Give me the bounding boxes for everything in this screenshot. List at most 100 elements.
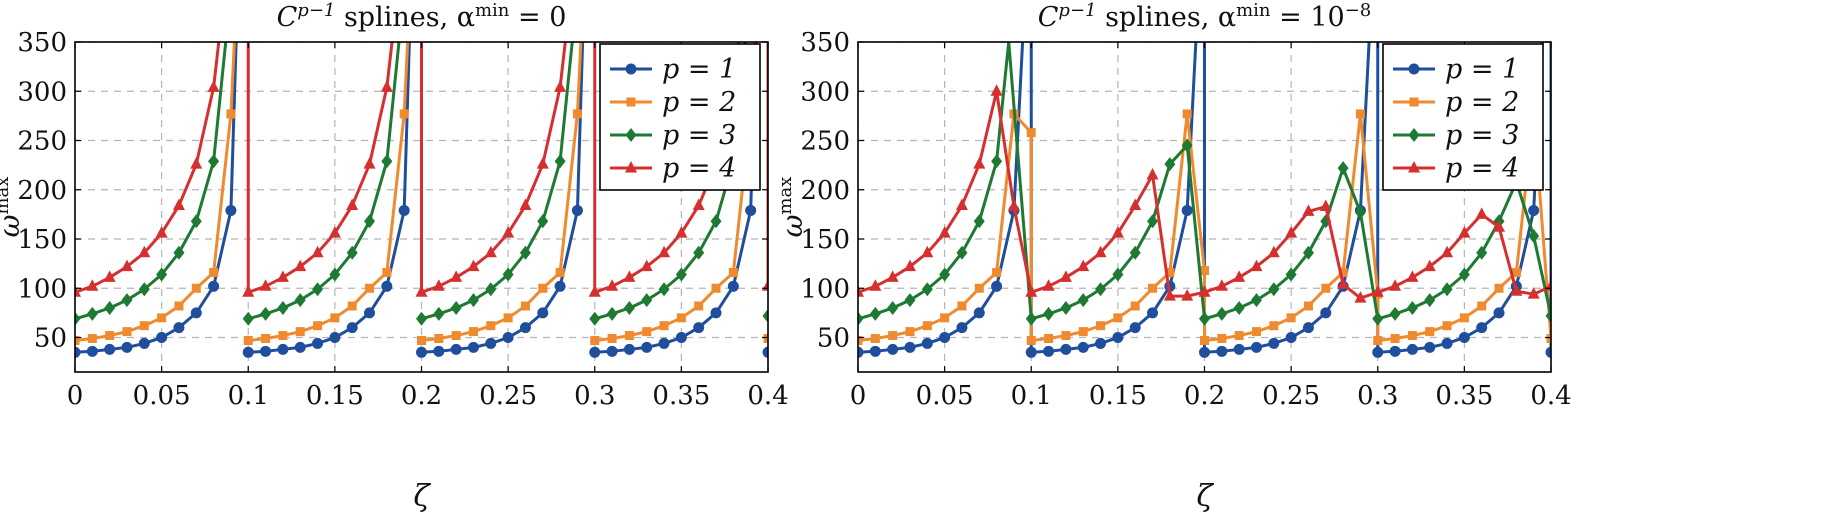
data-point — [486, 321, 496, 331]
x-tick-label: 0.05 — [916, 381, 974, 411]
data-point — [208, 154, 220, 169]
data-point — [991, 154, 1003, 169]
x-tick-label: 0.05 — [133, 381, 191, 411]
data-point — [1477, 301, 1487, 311]
data-point — [538, 283, 548, 293]
data-point — [992, 268, 1002, 278]
data-point — [1494, 283, 1504, 293]
data-point — [1441, 337, 1453, 349]
data-point — [1424, 341, 1436, 353]
legend-marker — [1409, 97, 1419, 107]
data-point — [190, 214, 202, 229]
data-point — [467, 259, 480, 272]
data-point — [156, 267, 168, 282]
data-point — [694, 301, 704, 311]
data-point — [1510, 284, 1523, 296]
data-point — [921, 282, 933, 297]
data-point — [858, 335, 863, 345]
left-chart: 0 0.05 0.1 0.15 0.2 0.25 0.3 0.35 0.4 50 100 150 200… — [0, 0, 789, 514]
data-point — [260, 306, 272, 321]
data-point — [1442, 321, 1452, 331]
data-point — [1285, 267, 1297, 282]
data-point — [485, 337, 497, 349]
data-point — [261, 334, 271, 344]
data-point — [1423, 259, 1436, 272]
title-part: −8 — [1345, 0, 1372, 21]
data-point — [973, 157, 986, 169]
data-point — [554, 280, 566, 292]
data-point — [330, 313, 340, 323]
data-point — [433, 345, 445, 357]
data-point — [745, 204, 757, 216]
data-point — [1285, 332, 1297, 344]
data-point — [294, 259, 307, 272]
data-point — [1181, 289, 1194, 301]
data-point — [75, 346, 81, 358]
data-point — [1250, 341, 1262, 353]
data-point — [346, 198, 359, 211]
data-point — [138, 337, 150, 349]
legend-marker — [1408, 161, 1420, 173]
data-point — [1302, 322, 1314, 334]
data-point — [1217, 334, 1227, 344]
data-point — [1164, 157, 1176, 172]
data-point — [312, 282, 324, 297]
data-point — [417, 335, 426, 345]
title-part: min — [475, 0, 510, 21]
data-point — [191, 283, 201, 293]
data-point — [172, 198, 185, 211]
legend-label: p = 1 — [1445, 54, 1519, 85]
legend-entry: p = 4 — [1393, 153, 1519, 184]
data-point — [641, 341, 653, 353]
data-point — [1527, 287, 1540, 299]
data-point — [1233, 343, 1245, 355]
data-point — [416, 311, 427, 326]
data-point — [762, 308, 768, 323]
data-point — [311, 245, 324, 258]
data-point — [520, 301, 530, 311]
ylabel-part: ω — [0, 214, 26, 237]
data-point — [86, 345, 98, 357]
data-point — [103, 270, 116, 282]
data-point — [1061, 331, 1071, 341]
data-point — [658, 282, 670, 297]
data-point — [990, 84, 1003, 96]
data-point — [1129, 322, 1141, 334]
data-point — [138, 282, 150, 297]
data-point — [1371, 285, 1384, 297]
data-point — [1042, 279, 1055, 291]
data-point — [762, 346, 768, 358]
data-point — [536, 157, 549, 169]
legend: p = 1p = 2p = 3p = 4 — [599, 43, 761, 191]
data-point — [1147, 214, 1159, 229]
data-point — [104, 343, 116, 355]
data-point — [1198, 285, 1211, 297]
data-point — [365, 283, 375, 293]
title-part: C — [1038, 2, 1059, 33]
data-point — [623, 300, 635, 315]
legend-label: p = 3 — [1445, 120, 1519, 151]
data-point — [450, 343, 462, 355]
data-point — [1321, 283, 1331, 293]
data-point — [1044, 334, 1054, 344]
data-point — [1148, 283, 1158, 293]
data-point — [1286, 313, 1296, 323]
x-tick-label: 0.4 — [1530, 381, 1571, 411]
data-point — [364, 307, 376, 319]
data-point — [502, 267, 514, 282]
data-point — [207, 80, 220, 92]
data-point — [921, 337, 933, 349]
data-point — [903, 259, 916, 272]
legend-marker — [626, 97, 636, 107]
x-tick-label: 0.4 — [747, 381, 788, 411]
x-tick-label: 0.3 — [574, 381, 615, 411]
y-tick-label: 100 — [17, 274, 67, 304]
data-point — [1025, 285, 1038, 297]
data-point — [1459, 313, 1469, 323]
legend-label: p = 2 — [1445, 87, 1519, 118]
data-point — [277, 343, 289, 355]
data-point — [259, 279, 272, 291]
series-line — [1029, 42, 1198, 354]
data-point — [1372, 346, 1384, 358]
data-point — [1165, 268, 1175, 278]
